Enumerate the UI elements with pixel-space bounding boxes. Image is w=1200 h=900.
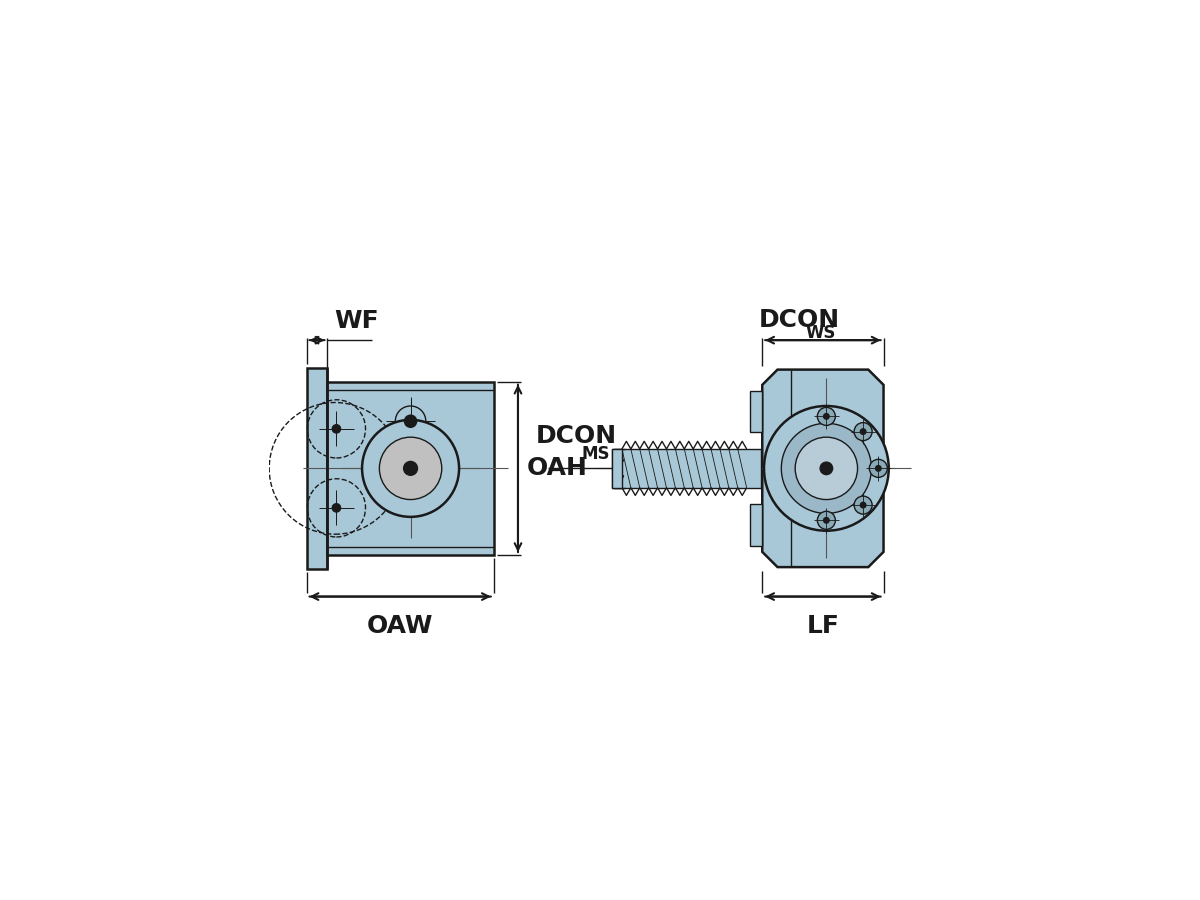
Circle shape — [403, 462, 418, 475]
Circle shape — [332, 425, 341, 433]
Text: DCON: DCON — [758, 308, 840, 332]
Text: OAH: OAH — [527, 456, 587, 481]
Circle shape — [823, 414, 829, 419]
Circle shape — [817, 408, 835, 426]
Text: DCON: DCON — [535, 424, 617, 447]
Text: WF: WF — [335, 310, 379, 333]
Bar — [307, 368, 328, 569]
Circle shape — [860, 502, 866, 508]
Circle shape — [869, 459, 887, 477]
Text: WS: WS — [805, 323, 835, 341]
Circle shape — [823, 518, 829, 523]
Circle shape — [796, 437, 858, 500]
Bar — [750, 391, 762, 432]
Circle shape — [362, 419, 460, 517]
Circle shape — [854, 423, 872, 441]
Bar — [328, 382, 493, 555]
Circle shape — [395, 406, 426, 436]
Bar — [750, 504, 762, 546]
Text: OAW: OAW — [367, 614, 433, 638]
Circle shape — [781, 423, 871, 513]
Circle shape — [332, 504, 341, 512]
Bar — [612, 449, 761, 488]
Circle shape — [820, 462, 833, 474]
Text: MS: MS — [582, 445, 611, 463]
Text: LF: LF — [806, 614, 839, 638]
Circle shape — [379, 437, 442, 500]
Circle shape — [854, 496, 872, 514]
Circle shape — [404, 415, 416, 428]
Circle shape — [817, 511, 835, 529]
Circle shape — [860, 428, 866, 435]
Polygon shape — [762, 370, 883, 567]
Circle shape — [764, 406, 889, 531]
Bar — [612, 449, 622, 488]
Circle shape — [876, 465, 881, 471]
